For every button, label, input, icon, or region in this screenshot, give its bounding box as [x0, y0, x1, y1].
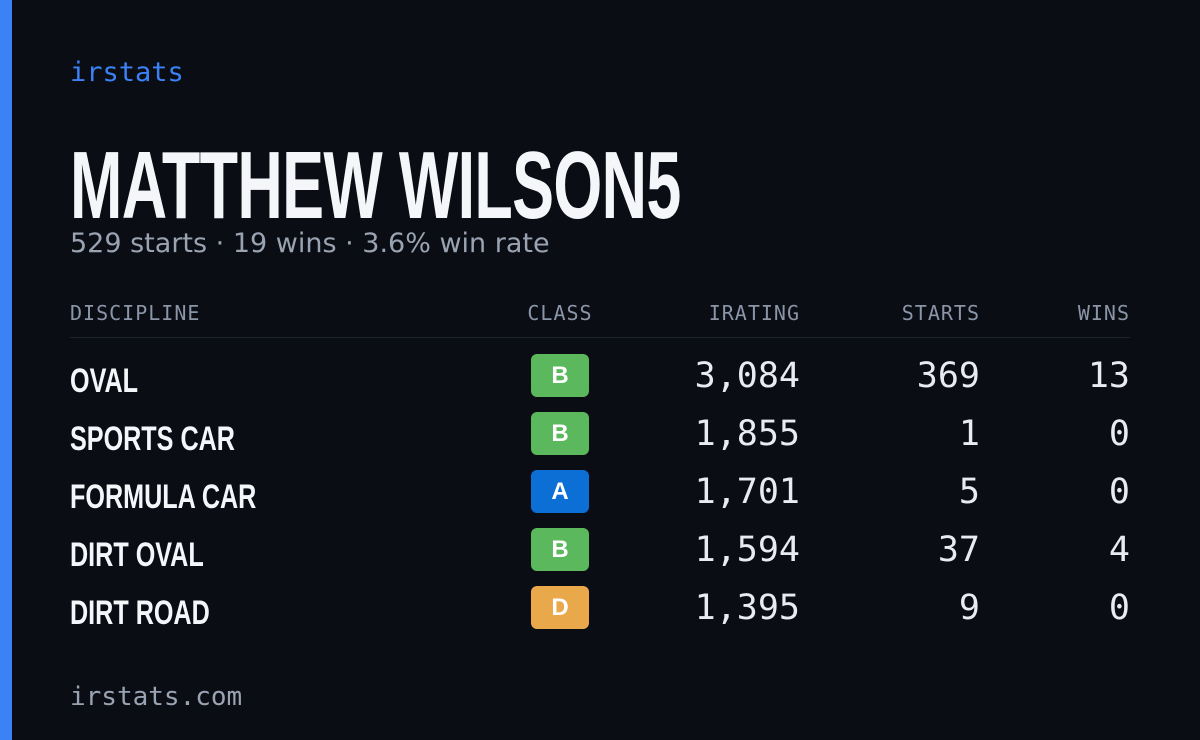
- player-name: MATTHEW WILSON5: [70, 132, 681, 239]
- accent-bar: [0, 0, 12, 740]
- irating: 3,084: [694, 356, 800, 396]
- discipline: OVAL: [70, 362, 139, 400]
- discipline: DIRT ROAD: [70, 594, 210, 632]
- class-badge: D: [531, 586, 589, 629]
- discipline: SPORTS CAR: [70, 420, 235, 458]
- column-header: IRATING: [708, 301, 800, 325]
- class-badge: B: [531, 528, 589, 571]
- starts: 369: [916, 356, 980, 396]
- starts: 9: [958, 588, 980, 628]
- wins: 0: [1108, 472, 1130, 512]
- footer: irstats.com: [70, 682, 243, 712]
- irating: 1,855: [694, 414, 800, 454]
- wins: 0: [1108, 414, 1130, 454]
- header-rule: [70, 337, 1130, 338]
- class-badge: B: [531, 354, 589, 397]
- wins: 4: [1108, 530, 1130, 570]
- starts: 1: [958, 414, 980, 454]
- column-header: STARTS: [901, 301, 980, 325]
- irating: 1,701: [694, 472, 800, 512]
- wins: 0: [1108, 588, 1130, 628]
- column-header: CLASS: [527, 301, 593, 325]
- wins: 13: [1087, 356, 1130, 396]
- discipline: DIRT OVAL: [70, 536, 204, 574]
- class-badge: B: [531, 412, 589, 455]
- brand: irstats: [70, 57, 184, 88]
- class-badge: A: [531, 470, 589, 513]
- starts: 37: [937, 530, 980, 570]
- player-summary: 529 starts · 19 wins · 3.6% win rate: [70, 228, 550, 259]
- column-header: DISCIPLINE: [70, 301, 201, 325]
- irating: 1,594: [694, 530, 800, 570]
- discipline: FORMULA CAR: [70, 478, 257, 516]
- irating: 1,395: [694, 588, 800, 628]
- starts: 5: [958, 472, 980, 512]
- column-header: WINS: [1077, 301, 1130, 325]
